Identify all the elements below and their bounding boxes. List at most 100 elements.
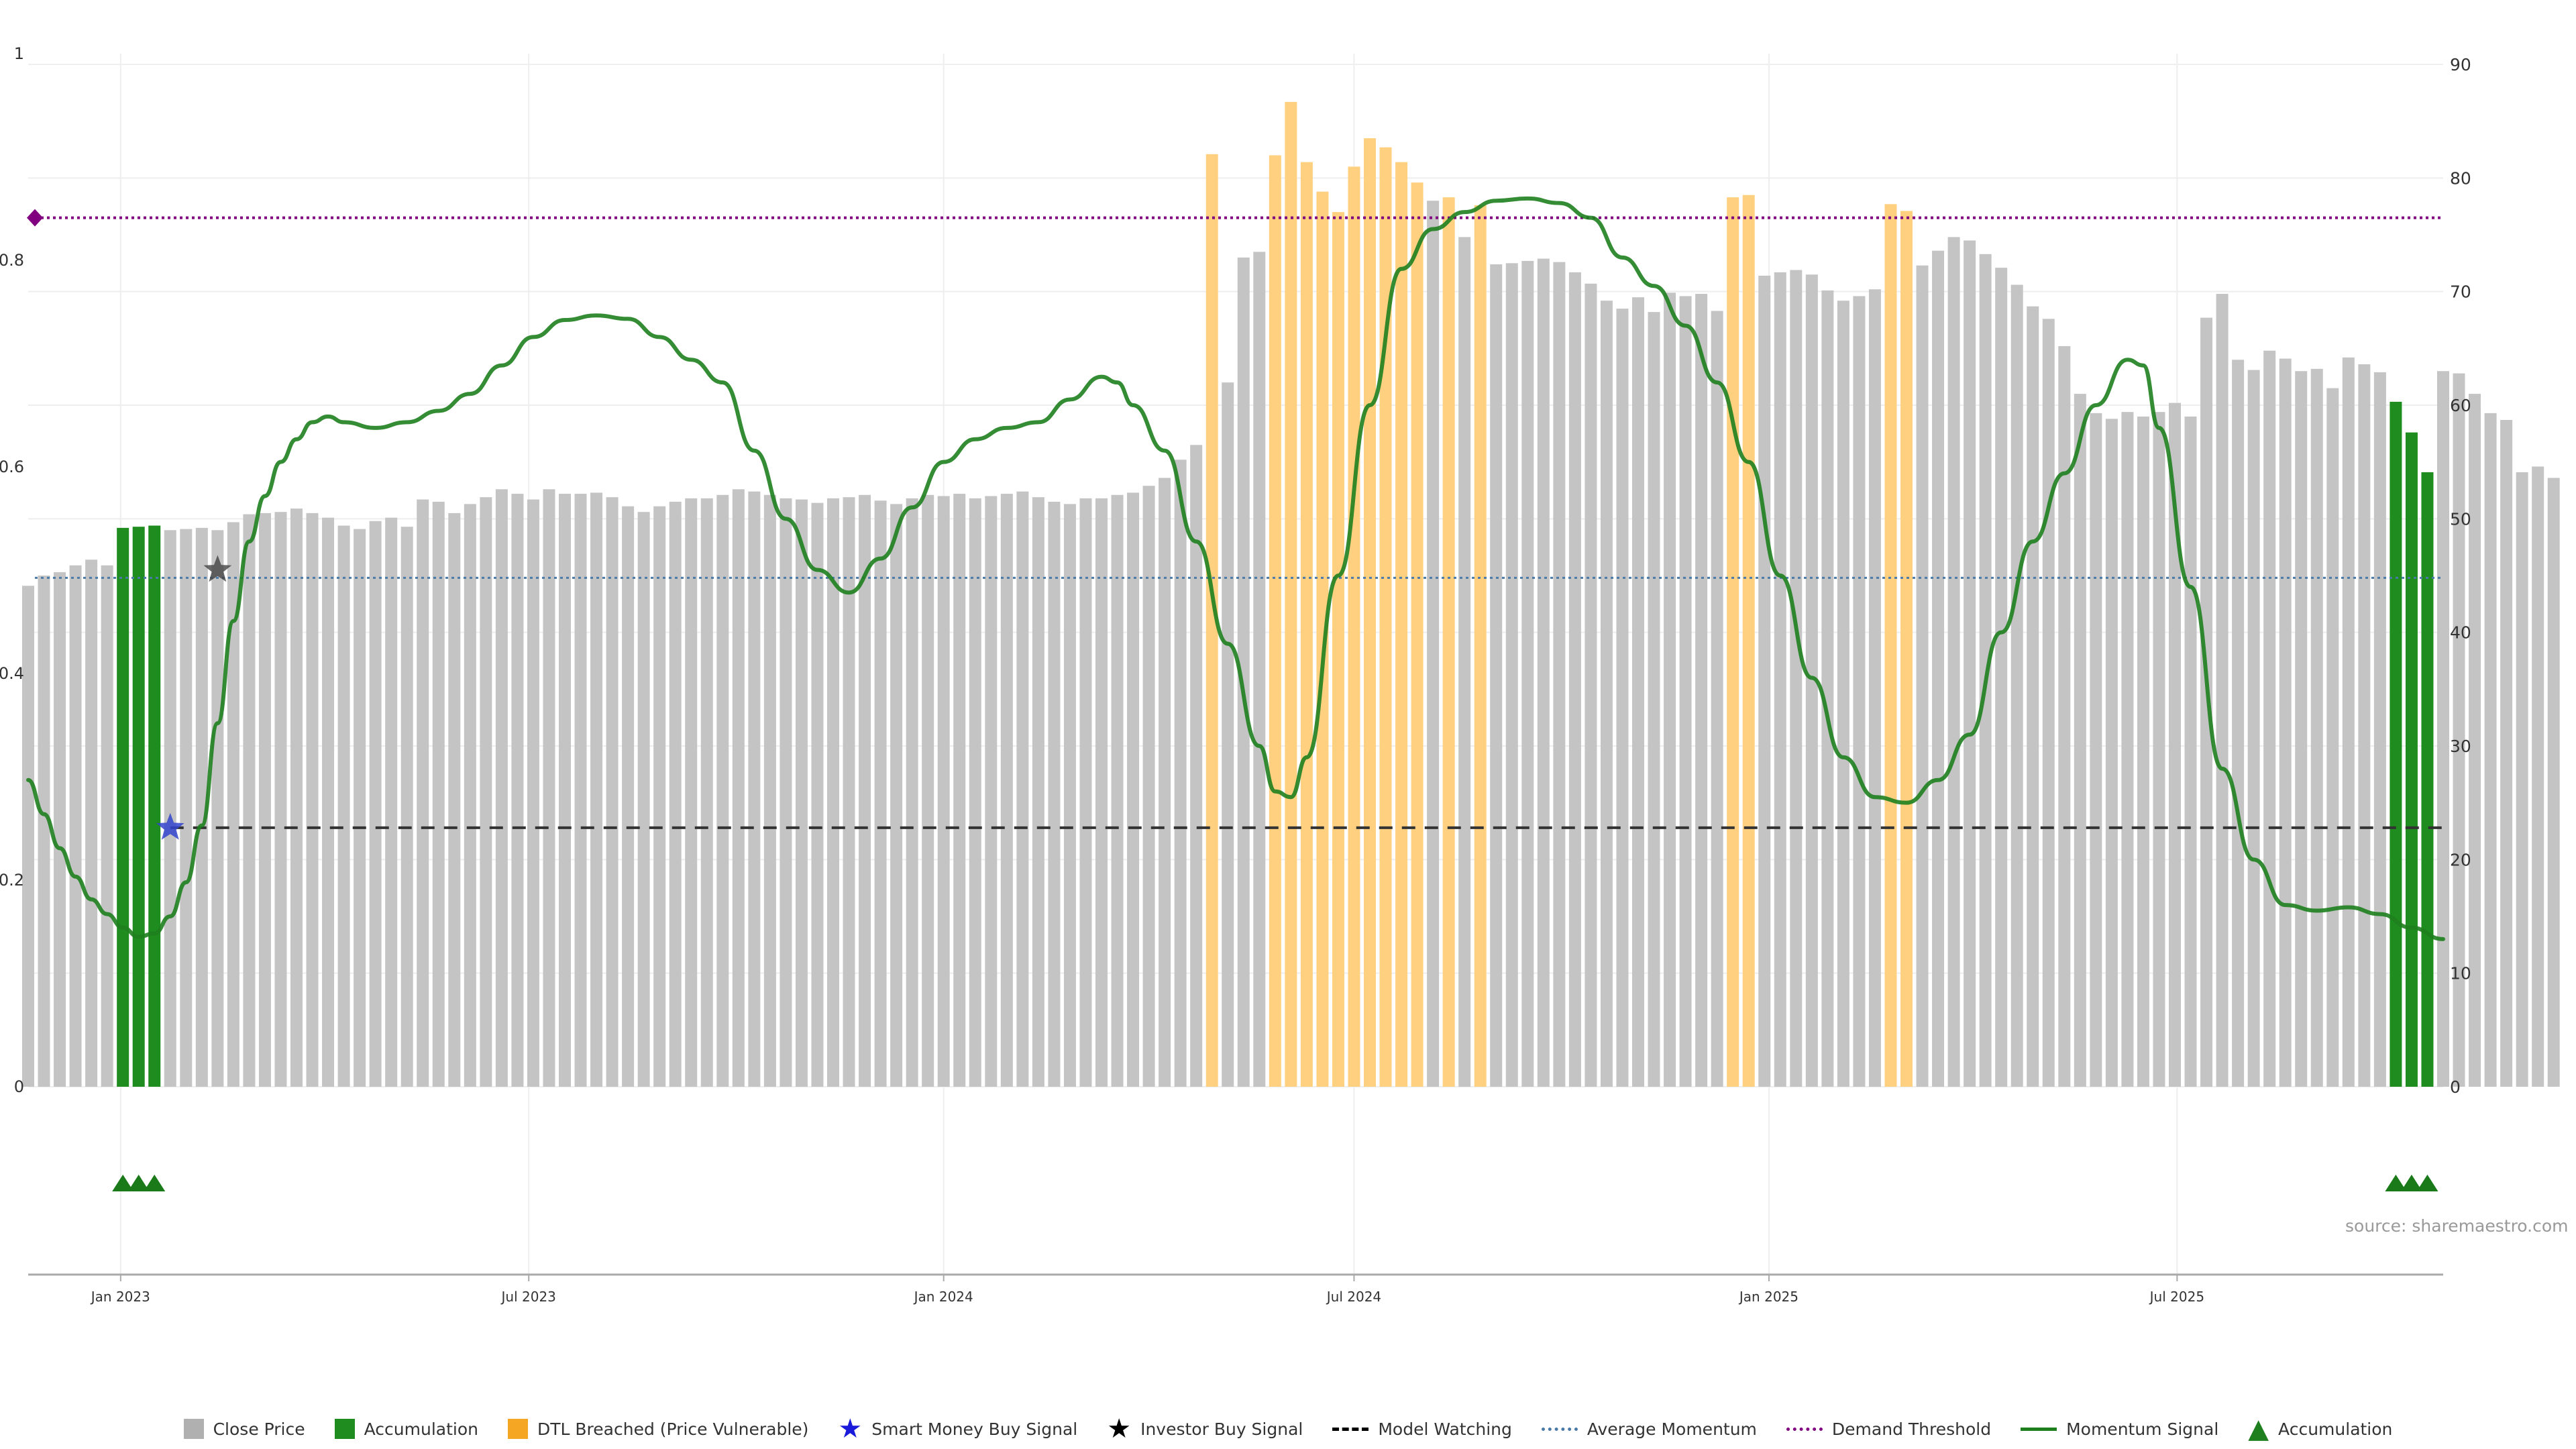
legend-swatch-box (334, 1419, 355, 1439)
close-price-bar (2484, 413, 2497, 1087)
dtl-breached-bar (1316, 191, 1329, 1087)
close-price-bar (1853, 296, 1866, 1087)
close-price-bar (1711, 311, 1723, 1087)
close-price-bar (85, 559, 98, 1087)
close-price-bar (2326, 388, 2339, 1087)
close-price-bar (306, 513, 319, 1087)
right-axis-tick-label: 30 (2450, 737, 2471, 756)
right-axis-tick-label: 50 (2450, 509, 2471, 529)
dtl-breached-bar (1395, 162, 1408, 1087)
x-axis-tick-label: Jan 2024 (913, 1289, 973, 1305)
legend-swatch-line (1786, 1427, 1823, 1431)
close-price-bar (448, 513, 461, 1087)
axes: Jan 2023 Jul 2023 Jan 2024 Jul 2024 Jan 2025… (0, 44, 2471, 1305)
close-price-bar (2437, 371, 2449, 1087)
close-price-bar (985, 496, 998, 1087)
close-price-bar (1679, 296, 1692, 1087)
legend-swatch-line (1332, 1427, 1369, 1431)
close-price-bar (180, 529, 193, 1087)
close-price-bar (795, 499, 808, 1087)
dtl-breached-bar (1411, 182, 1424, 1087)
left-axis-tick-label: 0.2 (0, 871, 24, 890)
close-price-bar (606, 497, 619, 1087)
close-price-bar (716, 494, 729, 1087)
close-price-bar (1585, 283, 1597, 1087)
close-price-bar (669, 501, 682, 1087)
accumulation-triangle-marker (2416, 1175, 2438, 1191)
close-price-bar (290, 508, 303, 1087)
close-price-bar (1616, 309, 1629, 1087)
close-price-bar (211, 530, 224, 1087)
legend-item: Close Price (183, 1419, 305, 1439)
accumulation-triangle-marker (2385, 1175, 2407, 1191)
accumulation-bar (132, 527, 145, 1087)
legend-label: Smart Money Buy Signal (871, 1419, 1078, 1439)
close-price-bar (2090, 413, 2102, 1087)
close-price-bar (2058, 345, 2071, 1087)
close-price-bar (227, 522, 239, 1087)
close-price-bar (1505, 263, 1518, 1087)
bar-series (22, 101, 2560, 1087)
close-price-bar (22, 586, 34, 1087)
legend-swatch-line (1541, 1427, 1578, 1431)
close-price-bar (1632, 297, 1644, 1087)
close-price-bar (2216, 294, 2229, 1087)
right-axis-tick-label: 40 (2450, 623, 2471, 643)
close-price-bar (2200, 317, 2213, 1087)
accumulation-triangle-marker (2400, 1175, 2422, 1191)
dtl-breached-bar (1900, 211, 1913, 1087)
investor-buy-signal-marker (203, 555, 232, 582)
x-axis-tick-label: Jul 2024 (1326, 1289, 1381, 1305)
close-price-bar (2169, 402, 2181, 1087)
x-axis-tick-label: Jan 2023 (90, 1289, 150, 1305)
close-price-bar (2310, 368, 2323, 1087)
right-axis-tick-label: 0 (2450, 1077, 2461, 1097)
close-price-bar (417, 499, 429, 1087)
close-price-bar (1837, 301, 1849, 1087)
close-price-bar (2184, 416, 2197, 1087)
x-axis-tick-label: Jul 2025 (2149, 1289, 2204, 1305)
close-price-bar (164, 530, 176, 1087)
close-price-bar (2247, 370, 2260, 1087)
close-price-bar (1159, 478, 1171, 1087)
close-price-bar (906, 498, 918, 1087)
x-axis-tick-label: Jul 2023 (500, 1289, 556, 1305)
right-axis-tick-label: 20 (2450, 850, 2471, 869)
accumulation-bar (117, 527, 129, 1087)
close-price-bar (69, 565, 82, 1087)
left-axis-tick-label: 0.4 (0, 664, 24, 683)
accumulation-triangle-marker (112, 1175, 134, 1191)
close-price-bar (1932, 250, 1945, 1087)
close-price-bar (811, 502, 824, 1087)
close-price-bar (1458, 237, 1471, 1087)
signal-markers (112, 555, 2438, 1191)
legend-item: Momentum Signal (2021, 1419, 2218, 1439)
close-price-bar (574, 494, 587, 1087)
dtl-breached-bar (1727, 197, 1739, 1087)
right-axis-tick-label: 10 (2450, 964, 2471, 983)
close-price-bar (1521, 260, 1534, 1087)
close-price-bar (1142, 486, 1155, 1087)
close-price-bar (1964, 240, 1976, 1087)
close-price-bar (2516, 472, 2528, 1087)
close-price-bar (274, 512, 287, 1087)
close-price-bar (480, 497, 492, 1087)
close-price-bar (400, 527, 413, 1087)
close-price-bar (590, 492, 603, 1087)
close-price-bar (732, 489, 745, 1087)
close-price-bar (1427, 201, 1440, 1087)
right-axis-tick-label: 90 (2450, 55, 2471, 74)
close-price-bar (2500, 420, 2513, 1087)
close-price-bar (1868, 289, 1881, 1087)
close-price-bar (1664, 292, 1676, 1087)
close-price-bar (2074, 394, 2086, 1087)
close-price-bar (2010, 284, 2023, 1087)
legend-swatch-line (2021, 1427, 2057, 1431)
close-price-bar (780, 498, 792, 1087)
close-price-bar (258, 513, 271, 1087)
close-price-bar (1805, 274, 1818, 1087)
close-price-bar (511, 494, 524, 1087)
close-price-bar (527, 499, 539, 1087)
close-price-bar (1553, 262, 1566, 1087)
